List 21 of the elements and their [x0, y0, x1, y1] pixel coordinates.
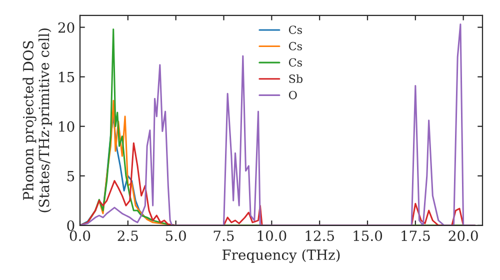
y-tick-label: 20: [58, 22, 74, 33]
y-axis-title: Phonon projected DOS (States/THz·primitive cell): [22, 28, 52, 212]
x-tick-label: 20.0: [448, 230, 478, 242]
x-tick-label: 15.0: [354, 230, 382, 242]
legend-label: Cs: [288, 26, 302, 34]
y-tick-label: 15: [59, 72, 74, 82]
x-tick-label: 5.0: [166, 230, 186, 242]
y-tick-label: 0: [67, 220, 74, 231]
x-tick-label: 12.5: [306, 230, 334, 242]
x-tick-label: 17.5: [402, 230, 430, 242]
legend-label: Sb: [289, 74, 302, 83]
x-axis-title: Frequency (THz): [222, 249, 340, 263]
legend-label: Cs: [288, 58, 302, 67]
x-tick-label: 2.5: [118, 230, 138, 242]
legend-label: Cs: [288, 42, 302, 50]
x-tick-label: 10.0: [258, 230, 286, 242]
y-tick-label: 10: [59, 121, 74, 132]
x-tick-label: 7.5: [214, 230, 234, 242]
y-tick-label: 5: [67, 171, 74, 182]
legend-label: O: [288, 90, 297, 100]
x-tick-label: 0.0: [70, 230, 90, 242]
